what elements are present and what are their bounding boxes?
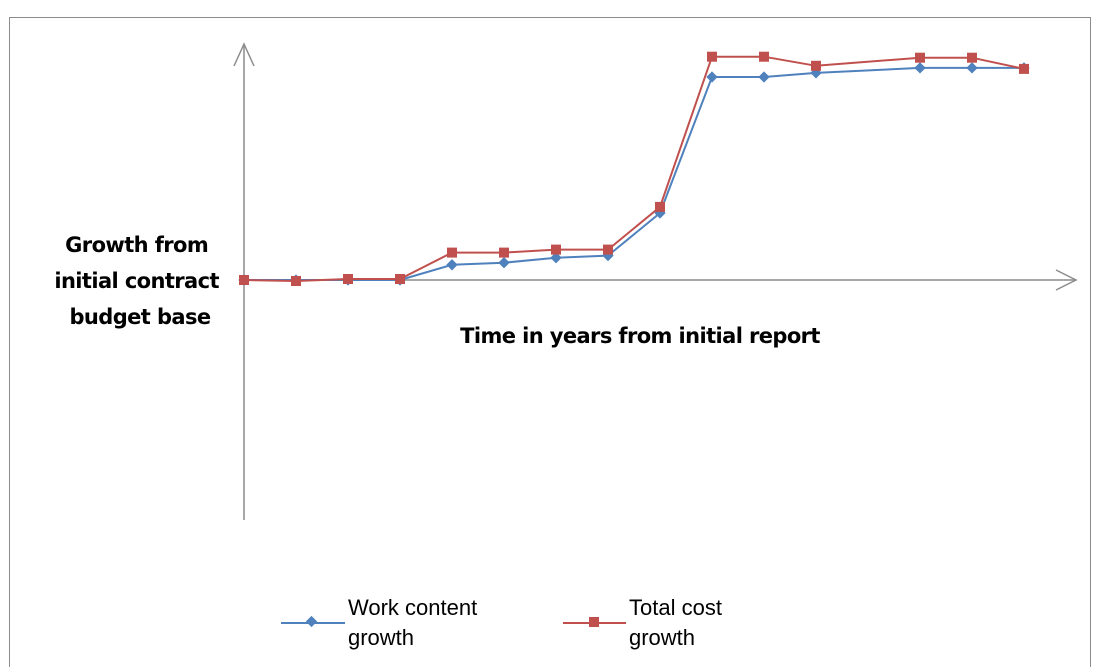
point-total-cost-11 — [759, 51, 769, 62]
y-axis-title-line-3: budget base — [70, 305, 211, 329]
y-axis-title-line-1: Growth from — [65, 233, 208, 257]
series-line-work-content — [244, 66, 1024, 281]
point-total-cost-9 — [655, 201, 665, 212]
chart-frame — [9, 17, 1091, 667]
point-work-content-11 — [758, 71, 770, 83]
point-total-cost-7 — [551, 244, 561, 255]
point-total-cost-6 — [499, 247, 509, 258]
series-layer — [238, 51, 1030, 286]
point-total-cost-8 — [603, 244, 613, 255]
point-work-content-6 — [498, 257, 510, 269]
x-axis-arrow — [1055, 269, 1078, 291]
point-total-cost-2 — [291, 276, 301, 286]
legend-label-total-cost-line-1: Total cost — [629, 595, 722, 620]
legend-label-work-content-line-2: growth — [348, 625, 414, 650]
legend-label-total-cost-line-2: growth — [629, 625, 695, 650]
axes — [233, 42, 1078, 520]
point-work-content-5 — [446, 259, 458, 271]
legend-label-work-content-line-1: Work content — [348, 595, 477, 620]
point-total-cost-5 — [447, 247, 457, 258]
point-total-cost-12 — [811, 60, 821, 71]
top-margin — [0, 0, 1101, 17]
legend-item-total-cost: Total cost growth — [563, 595, 728, 650]
point-total-cost-4 — [395, 274, 405, 284]
legend-swatch-marker-total-cost — [589, 617, 599, 627]
point-total-cost-14 — [967, 52, 977, 63]
point-work-content-10 — [706, 71, 718, 83]
series-line-total-cost — [243, 55, 1025, 283]
y-axis-arrow — [233, 42, 255, 67]
legend: Work content growth Total cost growth — [281, 595, 728, 650]
legend-label-total-cost: Total cost growth — [629, 595, 728, 650]
y-axis-title: Growth from initial contract budget base — [54, 233, 225, 329]
legend-swatch-marker-work-content — [305, 615, 318, 628]
point-total-cost-3 — [343, 274, 353, 284]
y-axis-title-line-2: initial contract — [54, 269, 219, 293]
x-axis-title: Time in years from initial report — [460, 324, 820, 348]
point-total-cost-13 — [915, 52, 925, 63]
point-work-content-13 — [914, 62, 926, 74]
point-work-content-14 — [966, 62, 978, 74]
point-work-content-7 — [550, 252, 562, 264]
legend-label-work-content: Work content growth — [348, 595, 483, 650]
point-total-cost-1 — [239, 275, 249, 285]
point-total-cost-15 — [1019, 63, 1029, 74]
point-total-cost-10 — [707, 51, 717, 62]
legend-item-work-content: Work content growth — [281, 595, 483, 650]
